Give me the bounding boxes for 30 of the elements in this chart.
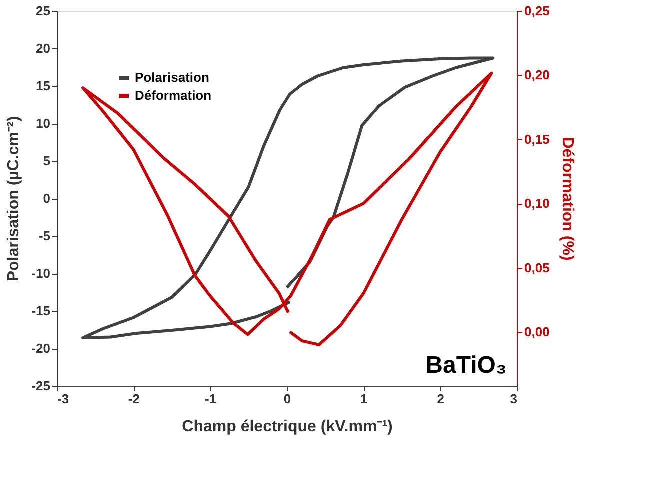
y-tick-label: 0	[43, 191, 50, 206]
y-tick-label: 25	[36, 4, 50, 18]
y2-tick-label: 0,15	[524, 132, 550, 147]
x-tick-label: 1	[360, 392, 368, 406]
x-tick-label: 3	[510, 392, 518, 406]
x-tick-label: -2	[128, 392, 140, 406]
legend-label: Polarisation	[135, 70, 210, 85]
y-tick-label: 5	[43, 154, 50, 168]
y-tick-label: -5	[38, 228, 50, 244]
legend-label: Déformation	[135, 88, 212, 103]
x-tick-label: 2	[437, 392, 444, 406]
y-tick-label: -10	[32, 266, 50, 281]
y-tick-label: -20	[32, 341, 50, 356]
x-tick-label: -1	[205, 392, 217, 406]
y2-tick-label: 0,20	[524, 68, 550, 83]
y2-tick-label: 0,25	[524, 4, 550, 18]
y2-tick-label: 0,05	[524, 260, 550, 276]
y-tick-label: -15	[32, 304, 50, 318]
annotation: BaTiO₃	[426, 352, 507, 379]
x-tick-label: 0	[284, 392, 292, 406]
x-axis-title: Champ électrique (kV.mm⁻¹)	[182, 418, 393, 436]
y2-tick-label: 0,10	[524, 196, 550, 212]
y-tick-label: 10	[36, 116, 50, 131]
x-tick-label: -3	[58, 392, 70, 406]
y2-tick-label: 0,00	[524, 324, 550, 340]
y-tick-label: 15	[36, 78, 50, 94]
y-tick-label: 20	[36, 41, 50, 56]
y2-axis-title: Déformation (%)	[558, 137, 576, 261]
y-axis-title: Polarisation (µC.cm⁻²)	[6, 116, 23, 282]
y-tick-label: -25	[32, 378, 50, 394]
